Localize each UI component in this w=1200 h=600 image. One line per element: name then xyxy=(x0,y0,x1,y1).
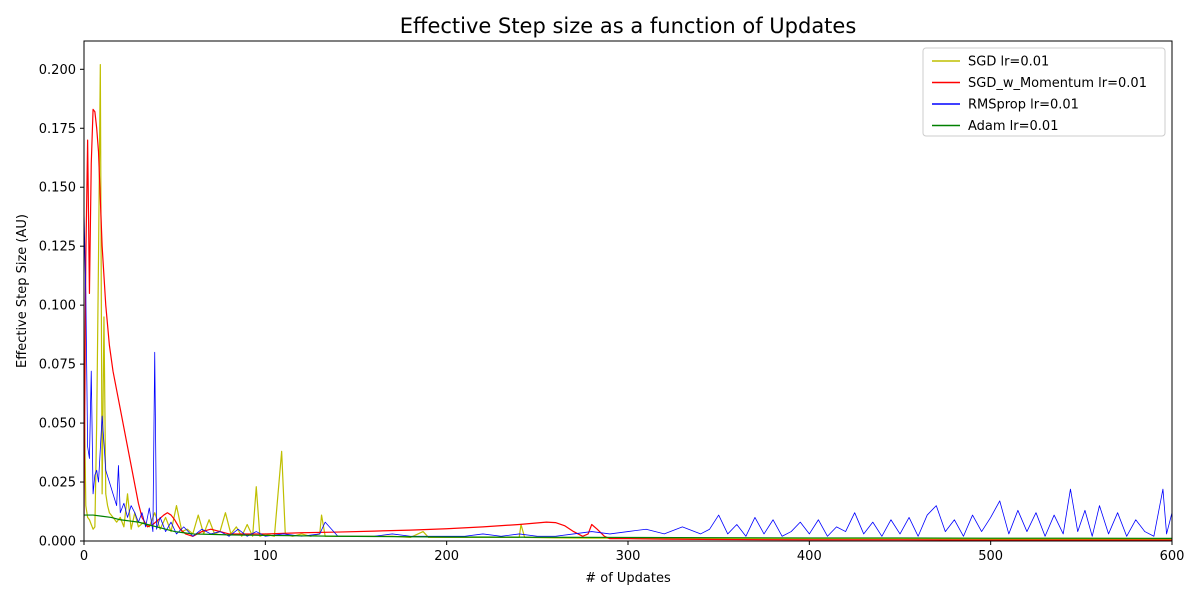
x-tick-label: 600 xyxy=(1160,549,1185,564)
x-tick-label: 300 xyxy=(616,549,641,564)
series-layer xyxy=(84,63,1172,541)
series-line-2 xyxy=(84,210,1172,537)
series-line-1 xyxy=(84,108,1172,541)
y-tick-label: 0.100 xyxy=(39,299,76,314)
y-tick-label: 0.075 xyxy=(39,358,76,373)
y-tick-label: 0.050 xyxy=(39,417,76,432)
y-tick-label: 0.200 xyxy=(39,63,76,78)
legend-label-1: SGD_w_Momentum lr=0.01 xyxy=(968,76,1147,91)
x-tick-label: 500 xyxy=(978,549,1003,564)
legend-label-2: RMSprop lr=0.01 xyxy=(968,98,1079,113)
series-line-3 xyxy=(84,514,1172,540)
x-tick-label: 0 xyxy=(80,549,88,564)
x-tick-label: 200 xyxy=(434,549,459,564)
y-axis: 0.000 0.025 0.050 0.075 0.100 0.125 0.150 0.175… xyxy=(39,63,84,550)
x-axis: 0 100 200 300 400 500 600 xyxy=(80,541,1185,564)
y-tick-label: 0.025 xyxy=(39,476,76,491)
y-tick-label: 0.175 xyxy=(39,122,76,137)
x-tick-label: 400 xyxy=(797,549,822,564)
legend-label-3: Adam lr=0.01 xyxy=(968,119,1058,134)
y-axis-label: Effective Step Size (AU) xyxy=(15,214,30,368)
x-tick-label: 100 xyxy=(253,549,278,564)
legend-label-0: SGD lr=0.01 xyxy=(968,55,1049,70)
y-tick-label: 0.150 xyxy=(39,181,76,196)
y-tick-label: 0.125 xyxy=(39,240,76,255)
x-axis-label: # of Updates xyxy=(585,571,671,586)
chart-title: Effective Step size as a function of Upd… xyxy=(400,14,857,38)
legend: SGD lr=0.01 SGD_w_Momentum lr=0.01 RMSprop… xyxy=(922,47,1166,137)
legend-box xyxy=(922,47,1166,137)
y-tick-label: 0.000 xyxy=(39,535,76,550)
